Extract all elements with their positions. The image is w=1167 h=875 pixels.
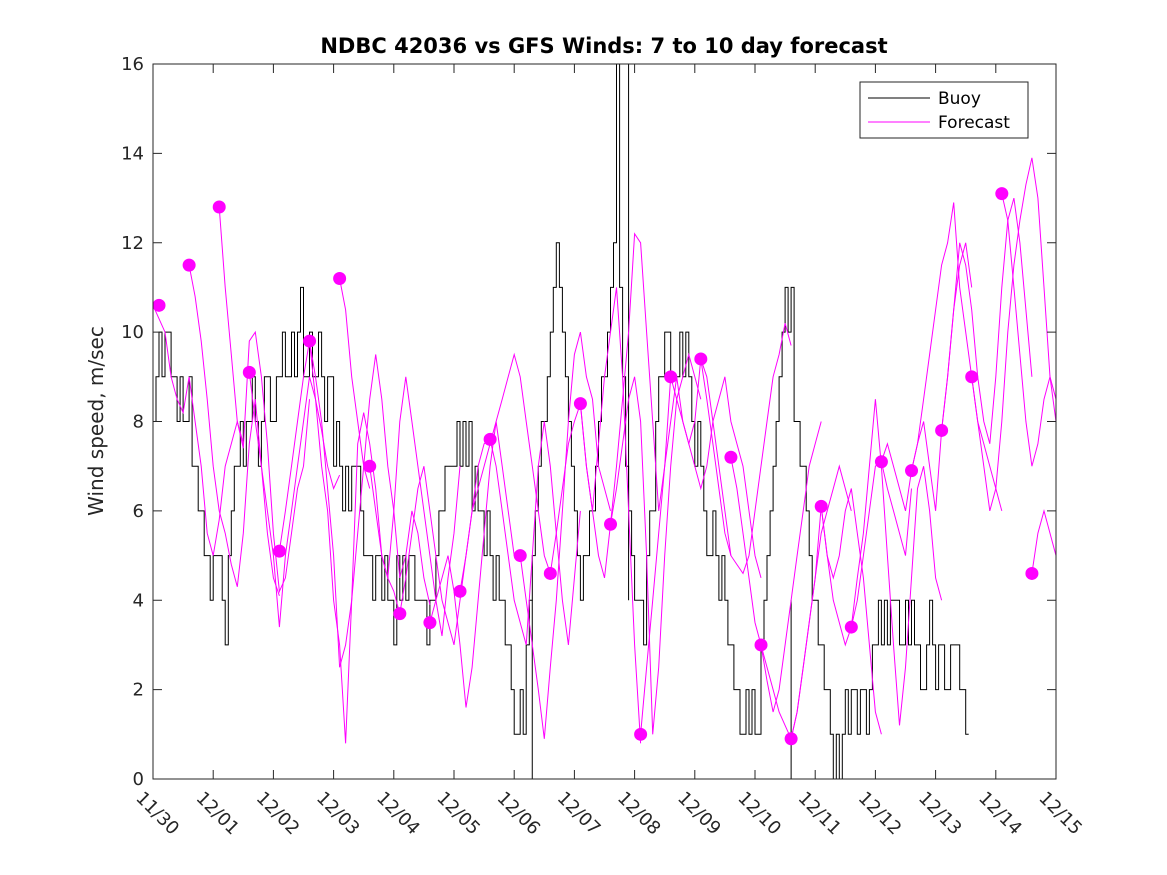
y-tick-label-5: 10	[121, 322, 144, 343]
forecast-marker-8	[393, 607, 407, 621]
forecast-marker-22	[814, 499, 828, 513]
forecast-marker-13	[543, 566, 557, 580]
forecast-marker-11	[483, 432, 497, 446]
forecast-line-14	[579, 232, 672, 579]
y-tick-label-8: 16	[121, 54, 144, 75]
forecast-marker-12	[513, 549, 527, 563]
forecast-line-17	[670, 376, 762, 579]
y-axis-label: Wind speed, m/sec	[84, 326, 108, 516]
forecast-marker-25	[905, 464, 919, 478]
y-tick-label-1: 2	[133, 680, 144, 701]
forecast-series-group	[153, 157, 1056, 744]
forecast-marker-29	[1025, 566, 1039, 580]
chart-title: NDBC 42036 vs GFS Winds: 7 to 10 day for…	[320, 34, 887, 58]
forecast-marker-27	[965, 370, 979, 384]
y-tick-label-0: 0	[133, 769, 144, 790]
legend: Buoy Forecast	[859, 81, 1029, 139]
forecast-markers	[152, 187, 1039, 746]
forecast-line-27	[971, 157, 1056, 512]
forecast-line-8	[399, 438, 491, 646]
y-tick-label-3: 6	[133, 501, 144, 522]
forecast-line-9	[429, 421, 521, 708]
forecast-line-18	[700, 323, 792, 575]
forecast-marker-4	[272, 544, 286, 558]
forecast-line-3	[248, 372, 341, 628]
forecast-line-0	[153, 305, 244, 556]
forecast-line-6	[339, 278, 431, 605]
forecast-marker-14	[573, 397, 587, 411]
forecast-marker-19	[724, 450, 738, 464]
forecast-line-22	[820, 460, 912, 647]
forecast-marker-7	[363, 459, 377, 473]
forecast-line-15	[610, 352, 702, 735]
legend-buoy-label: Buoy	[938, 89, 981, 109]
forecast-line-13	[549, 287, 642, 744]
forecast-marker-15	[604, 517, 618, 531]
forecast-marker-28	[995, 187, 1009, 201]
forecast-line-29	[1031, 508, 1056, 574]
forecast-marker-0	[152, 298, 166, 312]
forecast-line-4	[278, 341, 371, 668]
forecast-line-1	[188, 265, 280, 596]
forecast-line-7	[369, 376, 461, 637]
forecast-line-26	[941, 197, 1033, 444]
forecast-marker-20	[754, 638, 768, 652]
forecast-marker-26	[935, 423, 949, 437]
forecast-line-10	[459, 352, 551, 592]
forecast-line-2	[218, 206, 310, 594]
buoy-line	[153, 64, 969, 779]
y-tick-label-6: 12	[121, 233, 144, 254]
y-tick-label-4: 8	[133, 412, 144, 433]
legend-box	[859, 81, 1029, 139]
forecast-line-25	[911, 202, 1003, 512]
forecast-marker-16	[634, 727, 648, 741]
forecast-line-21	[790, 488, 882, 739]
forecast-marker-23	[844, 620, 858, 634]
y-tick-label-7: 14	[121, 143, 144, 164]
forecast-line-23	[850, 399, 943, 726]
forecast-marker-5	[303, 334, 317, 348]
forecast-line-28	[1001, 193, 1056, 467]
forecast-marker-24	[874, 455, 888, 469]
forecast-line-11	[489, 421, 581, 646]
forecast-marker-10	[453, 584, 467, 598]
forecast-marker-9	[423, 616, 437, 630]
forecast-line-24	[880, 242, 973, 512]
forecast-marker-3	[242, 365, 256, 379]
forecast-marker-1	[182, 258, 196, 272]
forecast-marker-21	[784, 732, 798, 746]
forecast-marker-2	[212, 200, 226, 214]
forecast-marker-18	[694, 352, 708, 366]
legend-forecast-label: Forecast	[938, 113, 1010, 133]
y-tick-label-2: 4	[133, 590, 144, 611]
forecast-marker-17	[664, 370, 678, 384]
forecast-marker-6	[333, 272, 347, 285]
